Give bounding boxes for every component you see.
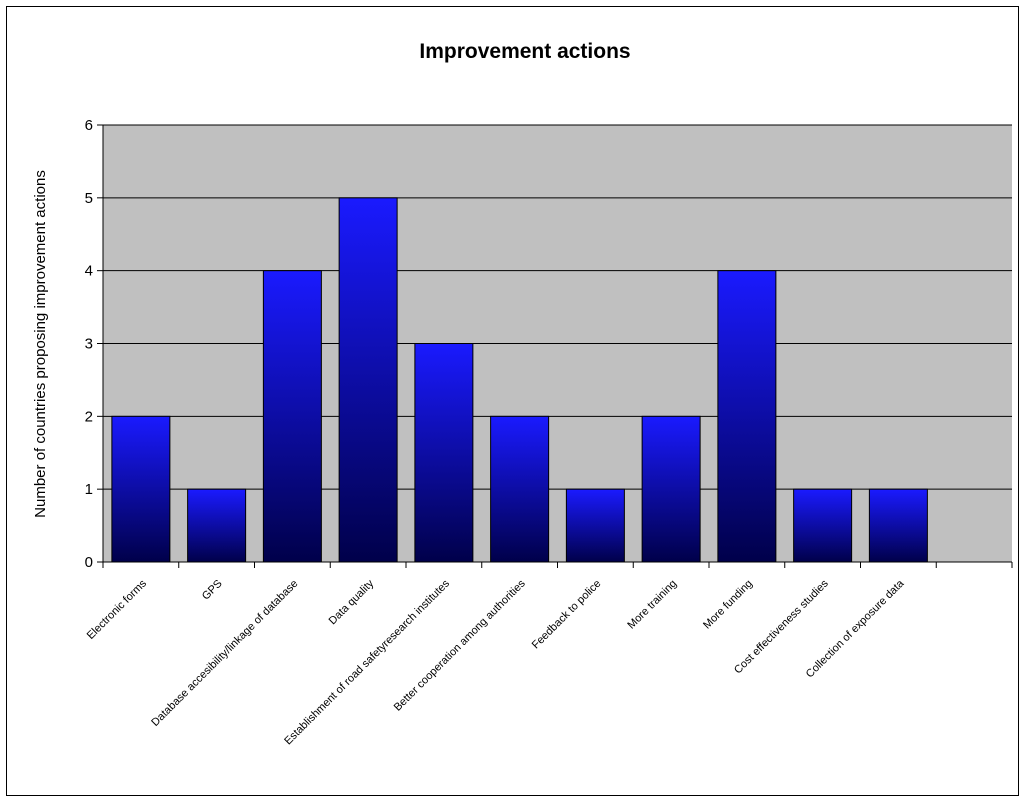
x-tick-label: GPS [200, 578, 225, 603]
gridlines [103, 124, 1012, 490]
y-axis-label: Number of countries proposing improvemen… [32, 170, 49, 518]
bar [868, 488, 928, 563]
bar [793, 488, 853, 563]
y-tick-label: 6 [85, 117, 93, 134]
x-tick-label: More funding [701, 578, 755, 632]
y-tick-label: 2 [85, 408, 93, 425]
y-tick-label: 0 [85, 554, 93, 571]
x-tick-label: Better cooperation among authorities [392, 577, 528, 713]
bar [338, 197, 398, 563]
bar [414, 343, 474, 563]
x-tick-label: Establishment of road safetyresearch ins… [282, 577, 452, 747]
bar [187, 488, 247, 563]
y-tick-label: 3 [85, 336, 93, 353]
x-tick-label: Data quality [327, 577, 377, 627]
bar [717, 270, 777, 563]
bar [262, 270, 322, 563]
y-tick-labels: 0 1 2 3 4 5 6 [85, 117, 93, 571]
bars [111, 197, 928, 563]
bar [111, 415, 171, 563]
bar [641, 415, 701, 563]
y-tick-label: 4 [85, 263, 93, 280]
x-tick-label: Electronic forms [85, 577, 150, 642]
x-tick-label: Feedback to police [530, 578, 604, 652]
x-tick-label: Database accesibility/linkage of databas… [149, 578, 300, 729]
x-tick-label: More training [625, 578, 679, 632]
bar [490, 415, 550, 563]
bar [565, 488, 625, 563]
y-tick-label: 5 [85, 190, 93, 207]
axes [97, 124, 1013, 568]
y-tick-label: 1 [85, 481, 93, 498]
chart-title: Improvement actions [419, 40, 630, 63]
